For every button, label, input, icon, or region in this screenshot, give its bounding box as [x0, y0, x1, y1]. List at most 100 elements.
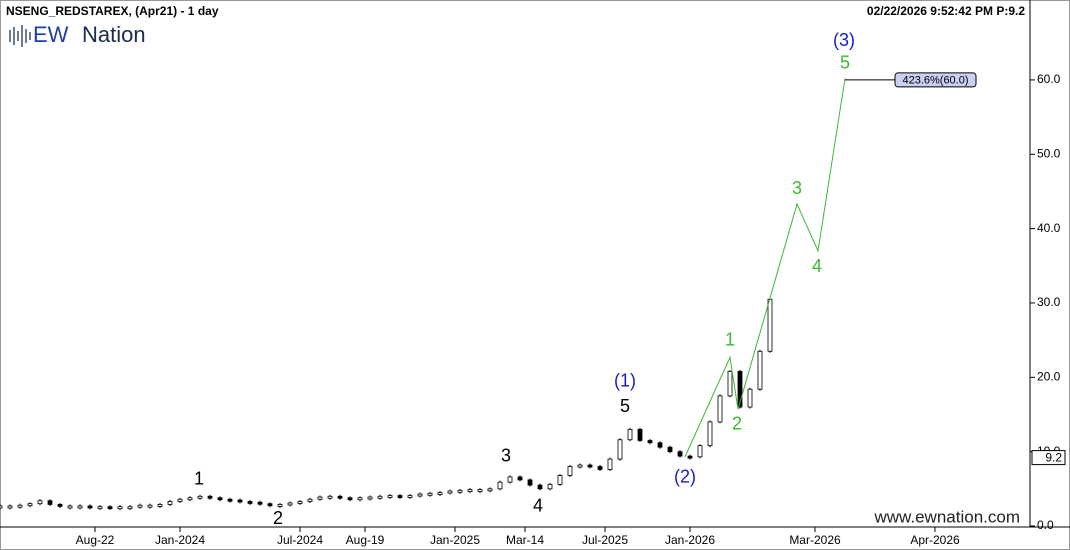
candle [57, 504, 63, 507]
candle [47, 500, 53, 505]
candle [547, 483, 553, 490]
candle [157, 504, 163, 507]
candle [257, 501, 263, 505]
candle [277, 504, 283, 507]
candle [37, 500, 43, 505]
candle [287, 502, 293, 506]
candle [17, 504, 23, 508]
target-label: 423.6%(60.0) [902, 74, 968, 86]
candle [147, 504, 153, 508]
candle [307, 498, 313, 502]
x-tick-label: Aug-22 [76, 533, 115, 547]
candle [587, 464, 593, 468]
candle [117, 506, 123, 510]
candle [267, 503, 273, 507]
candle [137, 504, 143, 508]
x-tick-label: Jul-2025 [582, 533, 628, 547]
candle [557, 475, 563, 485]
y-tick-label: 60.0 [1037, 72, 1061, 86]
candle [517, 476, 523, 481]
x-tick-label: Jul-2024 [277, 533, 323, 547]
wave-label: 1 [194, 469, 204, 489]
candle [687, 455, 693, 459]
candle [757, 350, 763, 390]
wave-label: 2 [273, 508, 283, 528]
candle [667, 446, 673, 453]
candle [707, 421, 713, 447]
candle [457, 489, 463, 493]
candle [377, 495, 383, 499]
wave-label: (2) [674, 466, 696, 486]
logo-name: Nation [82, 22, 146, 47]
x-tick-label: Jan-2024 [155, 533, 205, 547]
y-tick-label: 30.0 [1037, 295, 1061, 309]
x-tick-label: Jan-2025 [430, 533, 480, 547]
candle [167, 501, 173, 505]
candle [727, 370, 733, 397]
y-tick-label: 40.0 [1037, 221, 1061, 235]
candle [107, 506, 113, 510]
candle [217, 497, 223, 501]
chart-title: NSENG_REDSTAREX, (Apr21) - 1 day [6, 4, 219, 18]
candle [177, 498, 183, 502]
wave-label: (3) [833, 30, 855, 50]
candle [577, 464, 583, 468]
candle [527, 479, 533, 486]
logo-mark: EW [33, 22, 69, 47]
candle [327, 495, 333, 499]
candle [607, 458, 613, 470]
candle [227, 498, 233, 502]
candle [627, 428, 633, 441]
wave-label: 3 [501, 446, 511, 466]
candle [27, 503, 33, 507]
candle [717, 395, 723, 423]
candle [597, 466, 603, 470]
candle [197, 495, 203, 499]
candle [537, 484, 543, 490]
x-tick-label: Aug-19 [346, 533, 385, 547]
wave-label: 5 [620, 396, 630, 416]
wave-label: 4 [533, 495, 543, 515]
candle [677, 451, 683, 457]
candle [357, 497, 363, 501]
candle [427, 492, 433, 496]
candle [397, 495, 403, 498]
wave-label: 2 [732, 414, 742, 434]
watermark: www.ewnation.com [873, 507, 1020, 526]
wave-label: 1 [725, 330, 735, 350]
candle [387, 495, 393, 498]
candle [337, 495, 343, 499]
candle [437, 492, 443, 495]
candle [237, 499, 243, 503]
candle [347, 497, 353, 501]
candle [417, 493, 423, 497]
y-tick-label: 0.0 [1037, 518, 1054, 532]
wave-label: 3 [792, 178, 802, 198]
candle [507, 476, 513, 483]
candle [647, 440, 653, 444]
candle [747, 388, 753, 408]
candle [467, 489, 473, 492]
wave-label: 5 [840, 52, 850, 72]
wave-label: (1) [614, 371, 636, 391]
candle [407, 495, 413, 498]
candle [737, 370, 743, 408]
timestamp: 02/22/2026 9:52:42 PM P:9.2 [867, 4, 1025, 18]
candle [207, 495, 213, 499]
candle [247, 501, 253, 504]
candle [637, 428, 643, 441]
y-tick-label: 50.0 [1037, 146, 1061, 160]
candle [367, 496, 373, 500]
candle [657, 442, 663, 448]
candle [187, 497, 193, 501]
target-box [894, 72, 977, 88]
candle [767, 298, 773, 352]
candle [567, 466, 573, 476]
candle [77, 505, 83, 509]
price-tag-label: 9.2 [1045, 450, 1062, 464]
x-tick-label: Jan-2026 [665, 533, 715, 547]
candle [617, 439, 623, 460]
candle [97, 506, 103, 510]
candle [297, 501, 303, 504]
